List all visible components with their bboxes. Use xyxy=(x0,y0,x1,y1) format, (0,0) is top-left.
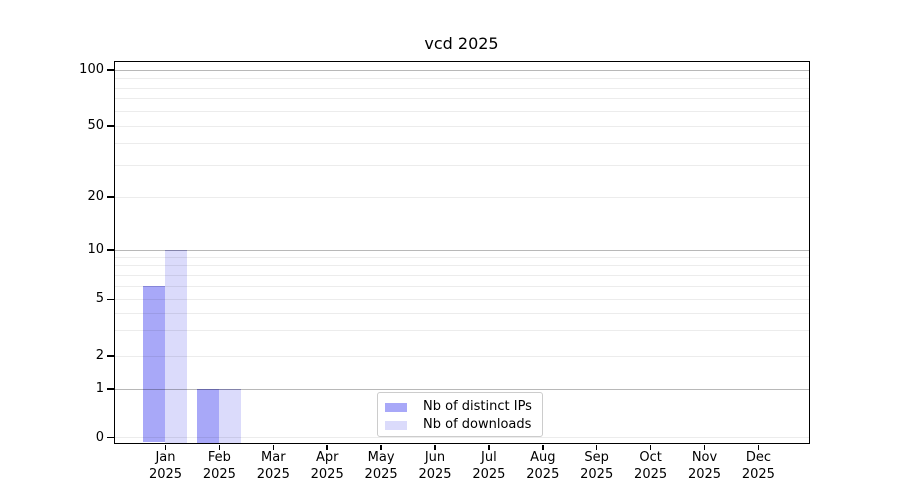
y-tick-label: 100 xyxy=(79,62,104,77)
y-tick-label: 1 xyxy=(95,381,104,396)
x-tick-label-month: Oct xyxy=(639,450,662,465)
gridline-minor xyxy=(114,355,809,357)
x-tick-mark xyxy=(542,444,544,450)
bar-distinct-ips-jan xyxy=(143,285,165,443)
legend-item-distinct-ips: Nb of distinct IPs xyxy=(385,398,534,416)
bar-downloads-feb xyxy=(218,388,241,443)
x-tick-mark xyxy=(488,444,490,450)
gridline-minor xyxy=(114,78,809,79)
x-tick-mark xyxy=(757,444,760,450)
bar-distinct-ips-feb xyxy=(197,388,219,443)
chart-title: vcd 2025 xyxy=(424,34,499,53)
x-tick-mark xyxy=(164,444,167,450)
plot-area xyxy=(113,61,810,444)
gridline-minor xyxy=(114,125,809,127)
legend-swatch-distinct-ips xyxy=(385,402,407,412)
y-tick-label: 50 xyxy=(87,118,104,133)
legend-swatch-downloads xyxy=(385,420,407,430)
legend-label-downloads: Nb of downloads xyxy=(423,417,532,432)
x-tick-label-year: 2025 xyxy=(741,466,775,482)
x-tick-mark xyxy=(326,444,328,450)
y-tick-mark xyxy=(107,436,114,439)
gridline-minor xyxy=(114,312,809,314)
y-tick-label: 10 xyxy=(87,242,104,257)
x-tick-label-year: 2025 xyxy=(148,466,183,482)
bars-layer xyxy=(115,62,810,443)
y-tick-mark xyxy=(107,196,114,198)
y-tick-mark xyxy=(107,298,114,301)
gridline-minor xyxy=(114,165,809,167)
gridline-major xyxy=(114,69,809,71)
x-tick-label-month: Jan xyxy=(155,450,176,465)
y-tick-mark xyxy=(107,69,114,71)
y-tick-label: 2 xyxy=(95,348,104,363)
y-tick-label: 5 xyxy=(95,291,104,307)
x-tick-label-month: Jul xyxy=(481,450,497,465)
gridline-minor xyxy=(114,298,809,300)
x-tick-label-year: 2025 xyxy=(472,466,506,482)
x-tick-label-year: 2025 xyxy=(634,466,668,482)
x-tick-mark xyxy=(649,444,652,450)
x-tick-label-year: 2025 xyxy=(364,466,398,482)
gridline-major xyxy=(114,249,809,251)
legend-item-downloads: Nb of downloads xyxy=(385,416,534,434)
x-tick-mark xyxy=(595,444,598,450)
bar-downloads-jan xyxy=(165,249,187,443)
y-tick-label: 20 xyxy=(87,189,104,204)
gridline-major xyxy=(114,388,809,390)
x-tick-label-year: 2025 xyxy=(687,466,722,482)
x-tick-label-year: 2025 xyxy=(310,466,344,482)
x-tick-label-month: Apr xyxy=(315,450,339,465)
x-tick-label-year: 2025 xyxy=(256,466,290,482)
x-tick-label-month: Jun xyxy=(424,450,446,465)
x-tick-mark xyxy=(703,444,706,450)
y-tick-mark xyxy=(107,249,114,251)
x-tick-label-year: 2025 xyxy=(580,466,614,482)
legend-label-distinct-ips: Nb of distinct IPs xyxy=(423,399,532,414)
x-tick-label-month: Dec xyxy=(745,450,771,465)
gridline-minor xyxy=(114,110,809,112)
x-tick-mark xyxy=(380,444,382,450)
gridline-minor xyxy=(114,256,809,258)
y-tick-mark xyxy=(107,355,114,357)
grid-layer xyxy=(114,62,809,443)
gridline-minor xyxy=(114,142,809,144)
x-tick-label-month: Sep xyxy=(584,450,609,465)
gridline-minor xyxy=(114,196,809,198)
x-tick-label-month: Feb xyxy=(207,450,231,465)
gridline-minor xyxy=(114,87,809,89)
x-tick-label-month: Nov xyxy=(691,450,718,465)
gridline-minor xyxy=(114,274,809,276)
gridline-minor xyxy=(114,285,809,287)
x-tick-label-month: Aug xyxy=(530,450,556,465)
x-tick-label-month: Mar xyxy=(261,450,286,465)
y-tick-mark xyxy=(107,125,114,127)
x-tick-label-year: 2025 xyxy=(418,466,452,482)
gridline-minor xyxy=(114,98,809,100)
x-tick-mark xyxy=(218,444,221,450)
gridline-minor xyxy=(114,330,809,332)
x-tick-label-year: 2025 xyxy=(526,466,560,482)
x-tick-mark xyxy=(434,444,436,450)
x-tick-label-year: 2025 xyxy=(202,466,236,482)
y-tick-label: 0 xyxy=(95,429,104,445)
x-tick-mark xyxy=(272,444,275,450)
gridline-minor xyxy=(114,265,809,267)
gridline-minor xyxy=(114,437,809,438)
legend: Nb of distinct IPs Nb of downloads xyxy=(377,392,543,437)
y-tick-mark xyxy=(107,388,114,390)
x-tick-label-month: May xyxy=(367,450,395,465)
